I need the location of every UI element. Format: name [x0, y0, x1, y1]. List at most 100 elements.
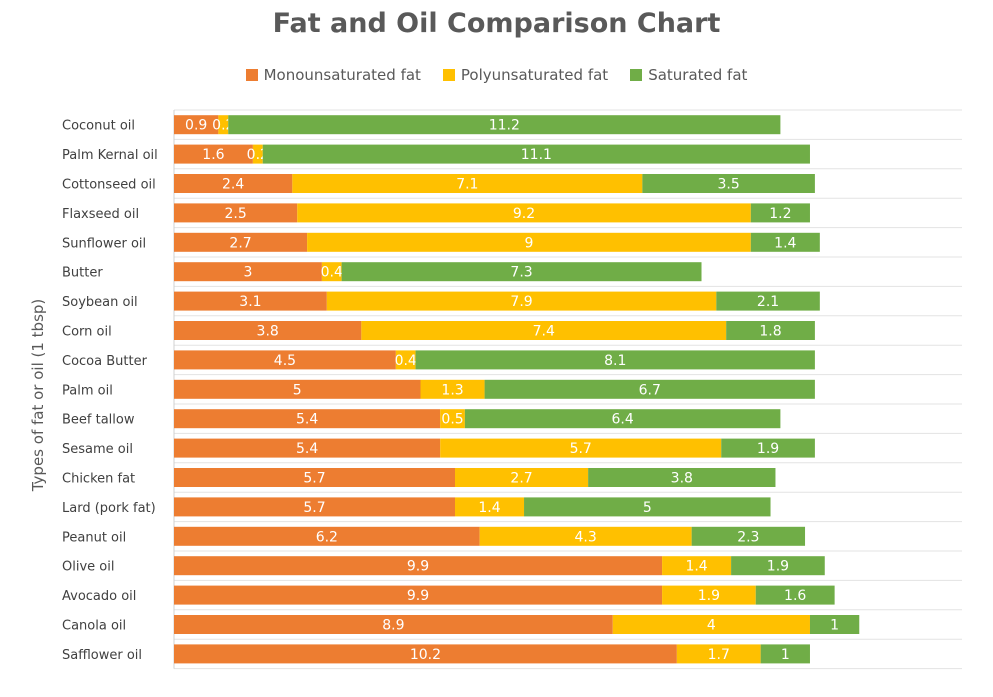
- data-label: 1.2: [769, 206, 791, 222]
- bar-segment-saturated: [588, 468, 776, 487]
- bar-segment-saturated: [721, 438, 815, 458]
- data-label: 7.3: [510, 265, 532, 281]
- data-label: 11.1: [521, 147, 552, 163]
- data-label: 6.4: [611, 412, 633, 428]
- bar-segment-saturated: [809, 615, 860, 634]
- data-label: 4.5: [274, 353, 296, 369]
- legend-label-polyunsaturated: Polyunsaturated fat: [460, 66, 609, 84]
- bar-segment-saturated: [760, 644, 810, 664]
- bar-segment-monounsaturated: [174, 262, 322, 282]
- bar-segment-polyunsaturated: [361, 321, 727, 340]
- category-label: Palm oil: [62, 383, 113, 398]
- data-label: 3.8: [257, 324, 279, 340]
- bar-segment-saturated: [750, 203, 810, 223]
- category-label: Beef tallow: [62, 413, 135, 428]
- legend: Monounsaturated fat Polyunsaturated fat …: [0, 66, 993, 84]
- bar-segment-saturated: [750, 232, 820, 252]
- data-label: 5.7: [303, 500, 325, 516]
- bar-segment-saturated: [755, 585, 835, 605]
- data-label: 1.4: [478, 500, 500, 516]
- category-label: Cocoa Butter: [62, 354, 148, 369]
- data-label: 0.9: [185, 118, 207, 134]
- data-label: 6.7: [639, 382, 661, 398]
- chart-title: Fat and Oil Comparison Chart: [272, 8, 721, 39]
- bar-segment-polyunsaturated: [218, 115, 229, 135]
- bar-segment-saturated: [415, 350, 815, 370]
- legend-item-monounsaturated: Monounsaturated fat: [245, 66, 421, 84]
- data-label: 9.9: [407, 559, 429, 575]
- bar-segment-polyunsaturated: [307, 232, 751, 252]
- bar-segment-monounsaturated: [174, 468, 456, 487]
- data-label: 3.1: [239, 294, 261, 310]
- legend-swatch-saturated: [630, 69, 643, 81]
- category-label: Canola oil: [62, 619, 126, 634]
- data-label: 7.4: [533, 324, 555, 340]
- category-label: Flaxseed oil: [62, 207, 139, 222]
- data-label: 1.9: [767, 559, 789, 575]
- data-label: 1.9: [757, 441, 779, 457]
- bar-segment-polyunsaturated: [326, 291, 717, 311]
- data-label: 7.9: [510, 294, 532, 310]
- bar-segment-monounsaturated: [174, 115, 219, 135]
- data-label: 5.4: [296, 441, 318, 457]
- bar-segment-saturated: [464, 409, 781, 429]
- bar-segment-saturated: [691, 526, 806, 546]
- category-label: Chicken fat: [62, 472, 135, 487]
- category-label: Sesame oil: [62, 442, 133, 457]
- bar-segment-polyunsaturated: [479, 526, 692, 546]
- bar-segment-polyunsaturated: [455, 468, 589, 487]
- bar-segment-polyunsaturated: [297, 203, 751, 223]
- data-label: 2.7: [510, 471, 532, 487]
- data-label: 2.4: [222, 177, 244, 193]
- data-label: 1.3: [441, 382, 463, 398]
- bar-segment-monounsaturated: [174, 585, 663, 605]
- data-label: 0.5: [441, 412, 463, 428]
- bar-segment-polyunsaturated: [395, 350, 416, 370]
- bar-segment-polyunsaturated: [662, 556, 732, 576]
- bar-segment-polyunsaturated: [252, 144, 263, 164]
- legend-item-saturated: Saturated fat: [630, 66, 747, 84]
- bar-segment-monounsaturated: [174, 321, 362, 340]
- bar-segment-polyunsaturated: [440, 409, 465, 429]
- data-label: 9: [524, 235, 533, 251]
- data-label: 2.7: [229, 235, 251, 251]
- data-label: 1.4: [685, 559, 707, 575]
- bar-segment-polyunsaturated: [321, 262, 342, 282]
- data-label: 5: [293, 382, 302, 398]
- data-label: 2.1: [757, 294, 779, 310]
- data-label: 5.7: [303, 471, 325, 487]
- data-label: 4: [707, 618, 716, 634]
- data-label: 1.8: [759, 324, 781, 340]
- data-label: 8.1: [604, 353, 626, 369]
- data-label: 1: [830, 618, 839, 634]
- data-label: 3: [243, 265, 252, 281]
- category-label: Soybean oil: [62, 295, 138, 310]
- bar-segment-polyunsaturated: [292, 174, 643, 193]
- category-label: Butter: [62, 266, 103, 281]
- legend-swatch-polyunsaturated: [442, 69, 455, 81]
- bar-segment-monounsaturated: [174, 644, 677, 664]
- bar-segment-saturated: [341, 262, 702, 282]
- data-label: 10.2: [410, 647, 441, 663]
- bar-segment-monounsaturated: [174, 232, 308, 252]
- bar-segment-saturated: [716, 291, 820, 311]
- legend-swatch-monounsaturated: [245, 69, 258, 81]
- data-label: 6.2: [316, 529, 338, 545]
- bar-segment-monounsaturated: [174, 203, 298, 223]
- bar-segment-saturated: [726, 321, 815, 340]
- bar-segment-saturated: [731, 556, 825, 576]
- data-label: 4.3: [575, 529, 597, 545]
- category-label: Avocado oil: [62, 589, 136, 604]
- category-label: Safflower oil: [62, 648, 142, 663]
- bar-segment-saturated: [262, 144, 810, 164]
- bar-segment-monounsaturated: [174, 174, 293, 193]
- data-label: 1.9: [698, 588, 720, 604]
- data-label: 1.6: [202, 147, 224, 163]
- data-label: 1: [781, 647, 790, 663]
- data-label: 5: [643, 500, 652, 516]
- bar-segment-polyunsaturated: [420, 379, 485, 399]
- bar-segment-monounsaturated: [174, 556, 663, 576]
- bar-segment-polyunsaturated: [440, 438, 722, 458]
- bar-segment-polyunsaturated: [612, 615, 810, 634]
